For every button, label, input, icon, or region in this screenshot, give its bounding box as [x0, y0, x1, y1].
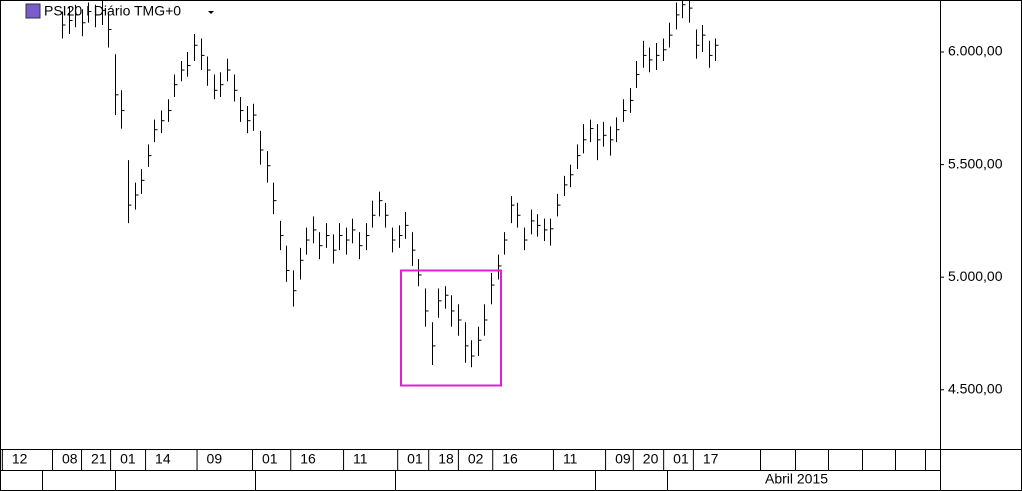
- x-tick-label: 11: [353, 451, 368, 467]
- x-tick-label: 14: [155, 451, 171, 467]
- highlight-box: [400, 269, 502, 387]
- x-tick-label: 11: [563, 451, 578, 467]
- x-tick-label: 02: [468, 451, 484, 467]
- x-tick-label: 16: [300, 451, 316, 467]
- x-tick-label: 01: [262, 451, 278, 467]
- chart-title: PSI20 I Diário TMG+0: [44, 3, 181, 19]
- x-tick-label: 01: [407, 451, 423, 467]
- period-label: Abril 2015: [765, 471, 828, 487]
- x-tick-label: 01: [673, 451, 689, 467]
- x-tick-label: 17: [703, 451, 719, 467]
- y-tick-label: 4.500,00: [948, 380, 1003, 396]
- date-cells: [42, 450, 926, 491]
- y-tick-label: 5.500,00: [948, 155, 1003, 171]
- y-tick-label: 5.000,00: [948, 268, 1003, 284]
- x-tick-label: 21: [91, 451, 107, 467]
- x-tick-label: 01: [120, 451, 136, 467]
- x-tick-label: 09: [207, 451, 223, 467]
- dropdown-arrow[interactable]: [208, 11, 214, 14]
- x-tick-label: 16: [502, 451, 518, 467]
- y-tick-label: 6.000,00: [948, 43, 1003, 59]
- x-tick-label: 18: [438, 451, 454, 467]
- symbol-icon: [25, 3, 41, 19]
- x-tick-label: 08: [62, 451, 78, 467]
- x-tick-label: 12: [12, 451, 28, 467]
- x-tick-label: 09: [615, 451, 631, 467]
- x-tick-label: 20: [643, 451, 659, 467]
- bars: [62, 0, 719, 368]
